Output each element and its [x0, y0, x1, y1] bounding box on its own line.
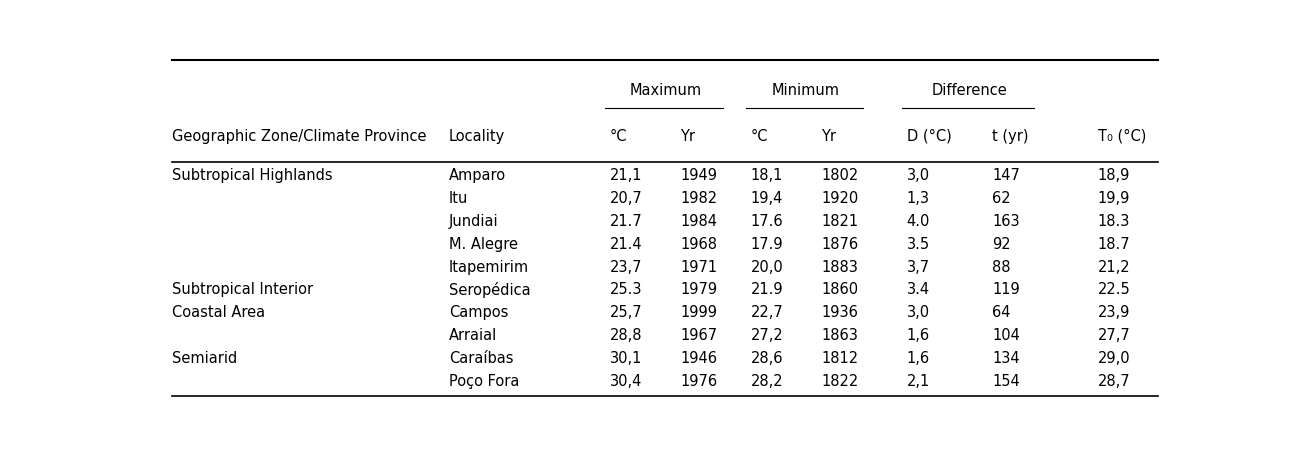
Text: Coastal Area: Coastal Area: [173, 305, 265, 320]
Text: Minimum: Minimum: [772, 83, 840, 98]
Text: 20,7: 20,7: [610, 191, 643, 206]
Text: 29,0: 29,0: [1098, 351, 1131, 366]
Text: 1883: 1883: [822, 260, 858, 275]
Text: 21.7: 21.7: [610, 214, 643, 229]
Text: Poço Fora: Poço Fora: [449, 374, 519, 389]
Text: 163: 163: [992, 214, 1020, 229]
Text: Caraíbas: Caraíbas: [449, 351, 514, 366]
Text: 4.0: 4.0: [906, 214, 931, 229]
Text: Yr: Yr: [822, 129, 836, 144]
Text: 18,1: 18,1: [750, 168, 783, 183]
Text: 3,7: 3,7: [906, 260, 929, 275]
Text: Difference: Difference: [932, 83, 1007, 98]
Text: 1967: 1967: [680, 328, 718, 343]
Text: 23,7: 23,7: [610, 260, 643, 275]
Text: 134: 134: [992, 351, 1020, 366]
Text: Itapemirim: Itapemirim: [449, 260, 530, 275]
Text: 27,7: 27,7: [1098, 328, 1131, 343]
Text: Campos: Campos: [449, 305, 509, 320]
Text: 119: 119: [992, 282, 1020, 297]
Text: 18,9: 18,9: [1098, 168, 1131, 183]
Text: 1,3: 1,3: [906, 191, 929, 206]
Text: 1860: 1860: [822, 282, 858, 297]
Text: Geographic Zone/Climate Province: Geographic Zone/Climate Province: [173, 129, 427, 144]
Text: Amparo: Amparo: [449, 168, 506, 183]
Text: 17.6: 17.6: [750, 214, 784, 229]
Text: 1968: 1968: [680, 237, 718, 252]
Text: 2,1: 2,1: [906, 374, 929, 389]
Text: Maximum: Maximum: [630, 83, 701, 98]
Text: 1,6: 1,6: [906, 328, 929, 343]
Text: °C: °C: [610, 129, 627, 144]
Text: t (yr): t (yr): [992, 129, 1028, 144]
Text: 1822: 1822: [822, 374, 858, 389]
Text: M. Alegre: M. Alegre: [449, 237, 518, 252]
Text: Itu: Itu: [449, 191, 469, 206]
Text: 1876: 1876: [822, 237, 858, 252]
Text: D (°C): D (°C): [906, 129, 951, 144]
Text: 3,0: 3,0: [906, 168, 929, 183]
Text: 1984: 1984: [680, 214, 718, 229]
Text: 28,7: 28,7: [1098, 374, 1131, 389]
Text: Subtropical Highlands: Subtropical Highlands: [173, 168, 332, 183]
Text: 17.9: 17.9: [750, 237, 784, 252]
Text: 1976: 1976: [680, 374, 718, 389]
Text: 1863: 1863: [822, 328, 858, 343]
Text: 30,4: 30,4: [610, 374, 643, 389]
Text: 104: 104: [992, 328, 1020, 343]
Text: 1,6: 1,6: [906, 351, 929, 366]
Text: 1812: 1812: [822, 351, 858, 366]
Text: 3.5: 3.5: [906, 237, 929, 252]
Text: 1936: 1936: [822, 305, 858, 320]
Text: 21.9: 21.9: [750, 282, 784, 297]
Text: 19,9: 19,9: [1098, 191, 1131, 206]
Text: 1949: 1949: [680, 168, 718, 183]
Text: 28,2: 28,2: [750, 374, 784, 389]
Text: Yr: Yr: [680, 129, 696, 144]
Text: 3.4: 3.4: [906, 282, 929, 297]
Text: 25,7: 25,7: [610, 305, 643, 320]
Text: Locality: Locality: [449, 129, 505, 144]
Text: 88: 88: [992, 260, 1011, 275]
Text: 1946: 1946: [680, 351, 718, 366]
Text: 21.4: 21.4: [610, 237, 643, 252]
Text: 62: 62: [992, 191, 1011, 206]
Text: 1979: 1979: [680, 282, 718, 297]
Text: 1982: 1982: [680, 191, 718, 206]
Text: 30,1: 30,1: [610, 351, 643, 366]
Text: 18.7: 18.7: [1098, 237, 1131, 252]
Text: 21,1: 21,1: [610, 168, 643, 183]
Text: 1971: 1971: [680, 260, 718, 275]
Text: 154: 154: [992, 374, 1020, 389]
Text: 19,4: 19,4: [750, 191, 783, 206]
Text: 23,9: 23,9: [1098, 305, 1131, 320]
Text: 28,8: 28,8: [610, 328, 643, 343]
Text: 92: 92: [992, 237, 1011, 252]
Text: °C: °C: [750, 129, 768, 144]
Text: 1920: 1920: [822, 191, 858, 206]
Text: 21,2: 21,2: [1098, 260, 1131, 275]
Text: Semiarid: Semiarid: [173, 351, 238, 366]
Text: 147: 147: [992, 168, 1020, 183]
Text: 64: 64: [992, 305, 1011, 320]
Text: 1999: 1999: [680, 305, 718, 320]
Text: Arraial: Arraial: [449, 328, 497, 343]
Text: Subtropical Interior: Subtropical Interior: [173, 282, 313, 297]
Text: 20,0: 20,0: [750, 260, 784, 275]
Text: 22.5: 22.5: [1098, 282, 1131, 297]
Text: 28,6: 28,6: [750, 351, 783, 366]
Text: Jundiai: Jundiai: [449, 214, 498, 229]
Text: 1802: 1802: [822, 168, 858, 183]
Text: 22,7: 22,7: [750, 305, 784, 320]
Text: 27,2: 27,2: [750, 328, 784, 343]
Text: 3,0: 3,0: [906, 305, 929, 320]
Text: 25.3: 25.3: [610, 282, 643, 297]
Text: 1821: 1821: [822, 214, 858, 229]
Text: T₀ (°C): T₀ (°C): [1098, 129, 1146, 144]
Text: 18.3: 18.3: [1098, 214, 1131, 229]
Text: Seropédica: Seropédica: [449, 282, 531, 298]
